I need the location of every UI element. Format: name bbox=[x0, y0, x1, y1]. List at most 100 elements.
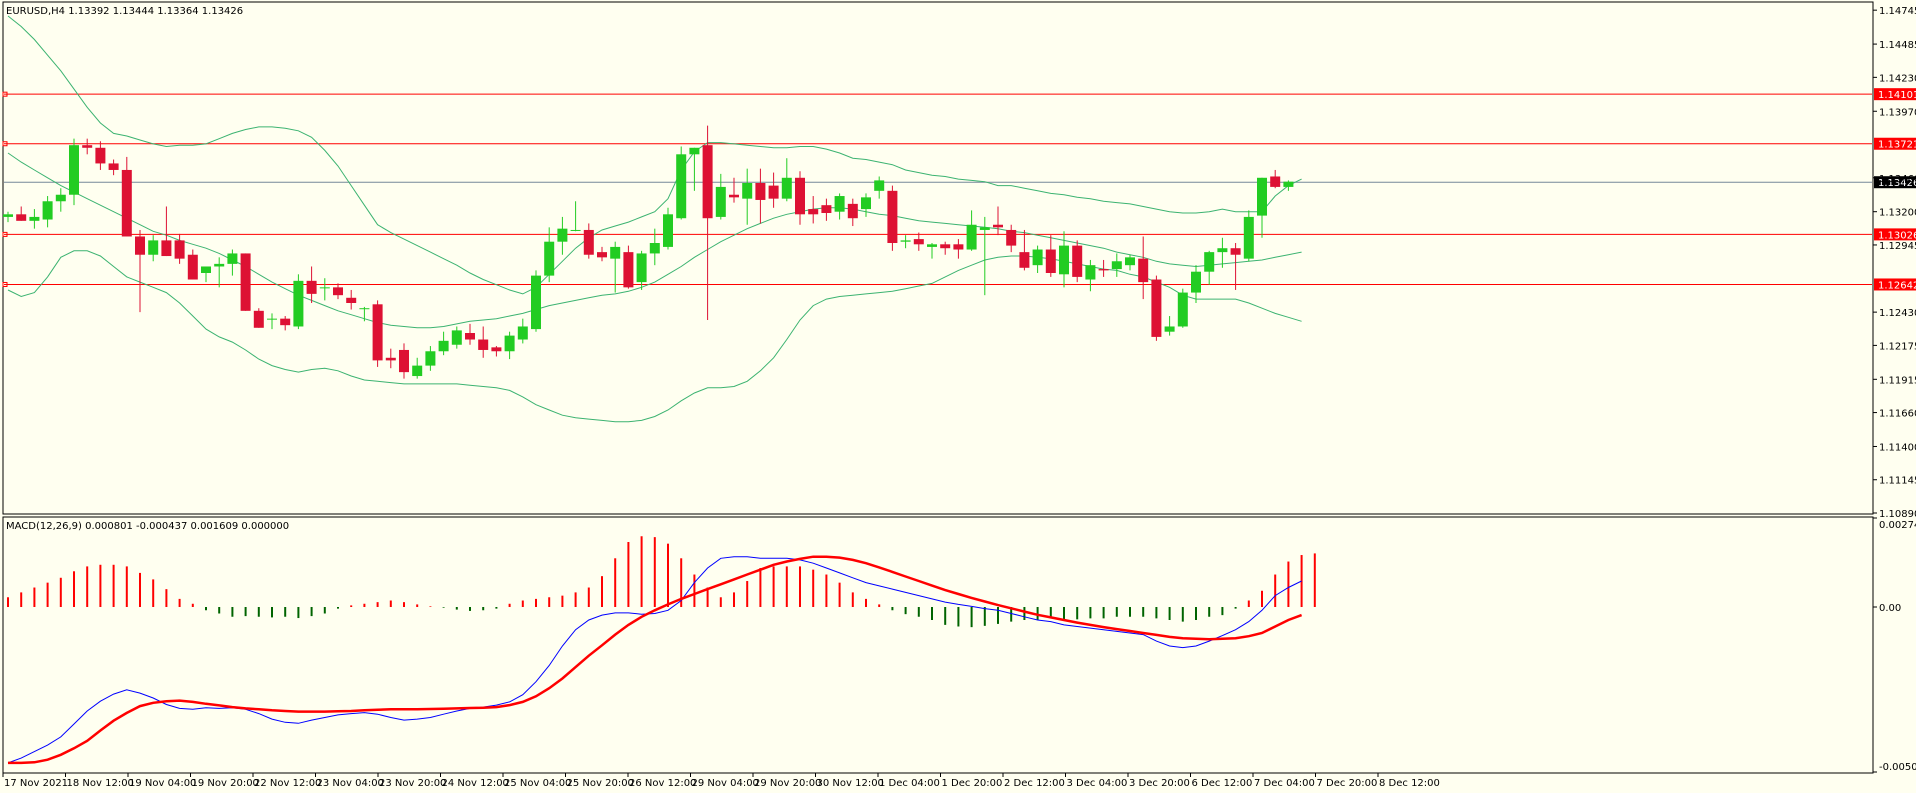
candle-body[interactable] bbox=[1059, 245, 1069, 275]
hline-anchor-3[interactable] bbox=[2, 281, 8, 287]
candle-body[interactable] bbox=[359, 308, 370, 310]
candle-body[interactable] bbox=[861, 197, 871, 210]
candle-body[interactable] bbox=[1111, 261, 1122, 270]
candle-body[interactable] bbox=[1177, 292, 1188, 327]
candle-body[interactable] bbox=[729, 194, 739, 198]
candle-body[interactable] bbox=[1138, 258, 1149, 283]
candle-body[interactable] bbox=[29, 216, 40, 221]
candle-body[interactable] bbox=[847, 203, 858, 219]
candle-body[interactable] bbox=[148, 240, 159, 255]
candle-body[interactable] bbox=[1032, 249, 1043, 266]
candle-body[interactable] bbox=[1230, 248, 1241, 255]
candle-body[interactable] bbox=[781, 177, 792, 199]
candle-body[interactable] bbox=[465, 333, 475, 340]
candle-body[interactable] bbox=[702, 145, 713, 219]
candle-body[interactable] bbox=[82, 145, 93, 148]
candle-body[interactable] bbox=[306, 280, 317, 294]
candle-body[interactable] bbox=[887, 190, 898, 243]
candle-body[interactable] bbox=[649, 243, 660, 254]
candle-body[interactable] bbox=[795, 177, 805, 215]
candle-body[interactable] bbox=[346, 297, 357, 303]
candle-body[interactable] bbox=[227, 253, 238, 264]
candle-body[interactable] bbox=[993, 224, 1003, 228]
candle-body[interactable] bbox=[940, 244, 951, 249]
candle-body[interactable] bbox=[570, 229, 581, 231]
candle-body[interactable] bbox=[689, 147, 700, 155]
candle-body[interactable] bbox=[676, 154, 687, 219]
candle-body[interactable] bbox=[1085, 265, 1096, 280]
candle-body[interactable] bbox=[491, 347, 502, 352]
candle-body[interactable] bbox=[808, 209, 819, 215]
candle-body[interactable] bbox=[755, 183, 766, 200]
candle-body[interactable] bbox=[504, 335, 515, 352]
candle-body[interactable] bbox=[478, 339, 489, 350]
candle-body[interactable] bbox=[1243, 216, 1254, 259]
candle-body[interactable] bbox=[1204, 252, 1215, 272]
candle-body[interactable] bbox=[42, 201, 53, 220]
candle-body[interactable] bbox=[201, 266, 211, 273]
candle-body[interactable] bbox=[161, 240, 172, 257]
candle-body[interactable] bbox=[240, 253, 251, 311]
candle-body[interactable] bbox=[385, 357, 396, 361]
candle-body[interactable] bbox=[1257, 177, 1267, 216]
candle-body[interactable] bbox=[557, 228, 568, 242]
candles[interactable] bbox=[3, 125, 1294, 379]
candle-body[interactable] bbox=[1217, 248, 1228, 253]
candle-body[interactable] bbox=[253, 310, 264, 328]
candle-body[interactable] bbox=[742, 183, 753, 199]
candle-body[interactable] bbox=[16, 214, 27, 221]
candle-body[interactable] bbox=[412, 365, 423, 377]
candle-body[interactable] bbox=[1125, 257, 1135, 266]
candle-body[interactable] bbox=[900, 240, 911, 242]
candle-body[interactable] bbox=[267, 318, 277, 320]
candle-body[interactable] bbox=[1072, 245, 1083, 277]
candle-body[interactable] bbox=[715, 186, 726, 217]
candle-body[interactable] bbox=[834, 196, 845, 212]
candle-body[interactable] bbox=[372, 304, 383, 361]
candle-body[interactable] bbox=[1098, 269, 1109, 271]
candle-body[interactable] bbox=[583, 229, 594, 255]
candle-body[interactable] bbox=[1283, 181, 1294, 187]
candle-body[interactable] bbox=[425, 351, 436, 366]
hline-anchor-0[interactable] bbox=[2, 91, 8, 97]
candle-body[interactable] bbox=[979, 227, 990, 230]
candle-body[interactable] bbox=[874, 180, 885, 191]
candle-body[interactable] bbox=[319, 287, 330, 289]
candle-body[interactable] bbox=[1006, 229, 1017, 246]
candle-body[interactable] bbox=[597, 252, 607, 258]
candle-body[interactable] bbox=[1151, 279, 1162, 337]
candle-body[interactable] bbox=[293, 280, 304, 327]
candle-body[interactable] bbox=[821, 205, 832, 213]
candle-body[interactable] bbox=[531, 275, 541, 330]
candle-body[interactable] bbox=[121, 169, 132, 237]
candle-body[interactable] bbox=[135, 236, 145, 255]
candle-body[interactable] bbox=[1164, 326, 1175, 332]
hline-anchor-2[interactable] bbox=[2, 231, 8, 237]
candle-body[interactable] bbox=[768, 185, 779, 199]
candle-body[interactable] bbox=[3, 214, 13, 217]
candle-body[interactable] bbox=[517, 326, 528, 340]
candle-body[interactable] bbox=[187, 254, 198, 280]
candle-body[interactable] bbox=[663, 214, 673, 247]
candle-body[interactable] bbox=[1270, 176, 1281, 187]
candle-body[interactable] bbox=[174, 240, 185, 259]
candle-body[interactable] bbox=[1191, 271, 1201, 293]
candle-body[interactable] bbox=[451, 330, 462, 345]
candle-body[interactable] bbox=[966, 224, 977, 250]
candle-body[interactable] bbox=[953, 244, 964, 250]
candle-body[interactable] bbox=[108, 163, 119, 170]
candle-body[interactable] bbox=[610, 246, 621, 259]
hline-anchor-1[interactable] bbox=[2, 141, 8, 147]
candle-body[interactable] bbox=[280, 318, 291, 326]
candle-body[interactable] bbox=[1045, 249, 1056, 273]
candle-body[interactable] bbox=[399, 349, 409, 373]
candle-body[interactable] bbox=[95, 147, 106, 164]
candle-body[interactable] bbox=[69, 145, 79, 195]
candle-body[interactable] bbox=[544, 241, 555, 276]
candle-body[interactable] bbox=[927, 244, 937, 247]
candle-body[interactable] bbox=[55, 194, 66, 202]
candle-body[interactable] bbox=[636, 253, 647, 283]
candle-body[interactable] bbox=[214, 263, 225, 267]
